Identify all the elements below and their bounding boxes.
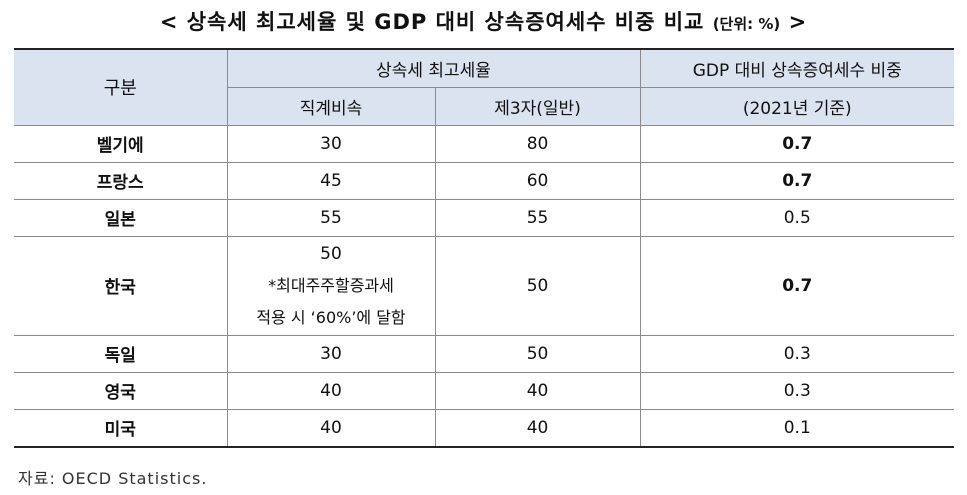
title-text: < 상속세 최고세율 및 GDP 대비 상속증여세수 비중 비교 [159,10,705,34]
direct-rate-cell: 45 [226,161,436,200]
direct-rate-note: *최대주주할증과세 [268,275,394,295]
third-rate-cell: 55 [434,198,641,237]
gdp-ratio-cell: 0.7 [639,124,955,163]
header-gdp-ratio: GDP 대비 상속증여세수 비중 [639,48,955,88]
direct-rate-cell: 40 [226,408,436,448]
country-cell: 영국 [14,371,228,410]
table-title: < 상속세 최고세율 및 GDP 대비 상속증여세수 비중 비교 (단위: %)… [0,6,967,36]
header-third-party: 제3자(일반) [434,86,641,126]
gdp-ratio-cell: 0.7 [639,161,955,200]
third-rate-cell: 50 [434,235,641,336]
third-rate-cell: 50 [434,334,641,373]
country-cell: 일본 [14,198,228,237]
third-rate-cell: 60 [434,161,641,200]
gdp-ratio-cell: 0.3 [639,334,955,373]
third-rate-cell: 40 [434,371,641,410]
country-cell: 독일 [14,334,228,373]
table-row: 일본 55 55 0.5 [14,198,955,237]
third-rate-cell: 40 [434,408,641,448]
gdp-ratio-cell: 0.7 [639,235,955,336]
table-row: 독일 30 50 0.3 [14,334,955,373]
header-row-1: 구분 상속세 최고세율 GDP 대비 상속증여세수 비중 [14,48,955,126]
direct-rate-value: 50 [320,243,342,264]
table-row: 프랑스 45 60 0.7 [14,161,955,200]
direct-rate-cell: 50 *최대주주할증과세 적용 시 ‘60%’에 달함 [226,235,436,336]
table-row: 영국 40 40 0.3 [14,371,955,410]
title-end: > [788,10,808,34]
gdp-ratio-cell: 0.5 [639,198,955,237]
country-cell: 프랑스 [14,161,228,200]
table-row: 벨기에 30 80 0.7 [14,124,955,163]
header-direct: 직계비속 [227,86,436,126]
table-row: 한국 50 *최대주주할증과세 적용 시 ‘60%’에 달함 50 0.7 [14,235,955,336]
direct-rate-cell: 40 [226,371,436,410]
country-cell: 벨기에 [14,124,228,163]
comparison-table: 구분 상속세 최고세율 GDP 대비 상속증여세수 비중 직계비속 제3자(일반… [14,48,955,448]
direct-rate-cell: 55 [226,198,436,237]
direct-rate-cell: 30 [226,124,436,163]
table-row: 미국 40 40 0.1 [14,408,955,448]
direct-rate-cell: 30 [226,334,436,373]
header-category: 구분 [14,48,228,126]
gdp-ratio-cell: 0.3 [639,371,955,410]
header-gdp-year: (2021년 기준) [639,86,955,126]
country-cell: 한국 [14,235,228,336]
header-top-rate: 상속세 최고세율 [226,48,641,88]
source-note: 자료: OECD Statistics. [18,469,208,488]
country-cell: 미국 [14,408,228,448]
direct-rate-note: 적용 시 ‘60%’에 달함 [256,307,406,327]
third-rate-cell: 80 [434,124,641,163]
unit-label: (단위: %) [712,15,781,33]
gdp-ratio-cell: 0.1 [639,408,955,448]
